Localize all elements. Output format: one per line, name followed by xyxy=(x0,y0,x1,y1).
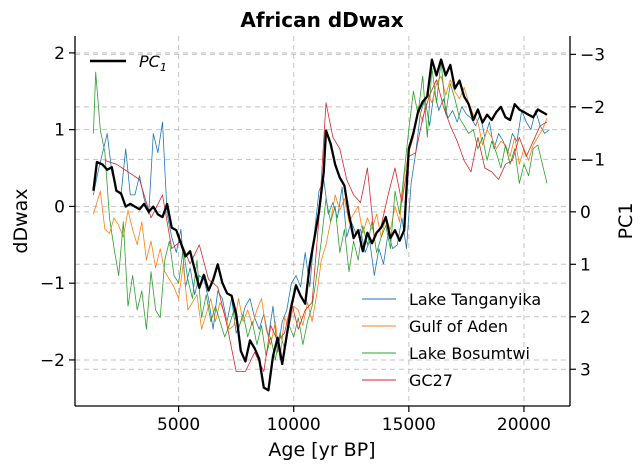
chart-title: African dDwax xyxy=(240,8,403,32)
y2-tick-label: 1 xyxy=(580,255,591,275)
y2-tick-label: −2 xyxy=(580,98,605,118)
legend-label-lake-bosumtwi: Lake Bosumtwi xyxy=(409,344,530,363)
x-axis-ticks: 5000 10000 15000 20000 xyxy=(157,406,551,435)
legend-label-lake-tanganyika: Lake Tanganyika xyxy=(409,290,541,309)
x-tick-label: 15000 xyxy=(382,415,436,435)
pc-legend: PC1 xyxy=(90,52,167,74)
axes-frame xyxy=(74,36,571,407)
y-axis-ticks: −2 −1 0 1 2 xyxy=(40,44,75,371)
pc-legend-subscript: 1 xyxy=(160,61,167,74)
pc-legend-text: PC xyxy=(139,52,161,71)
series-line-gc27 xyxy=(104,79,548,372)
series-line-gulf-of-aden xyxy=(93,75,548,361)
x-tick-label: 20000 xyxy=(497,415,551,435)
y2-tick-label: −3 xyxy=(580,45,605,65)
series-line-lake-bosumtwi xyxy=(93,60,548,361)
y-tick-label: 2 xyxy=(54,44,65,64)
y-tick-label: −1 xyxy=(40,274,65,294)
x-tick-label: 5000 xyxy=(157,415,200,435)
pc-legend-label: PC1 xyxy=(139,52,167,74)
y2-tick-label: 2 xyxy=(580,308,591,328)
legend-label-gc27: GC27 xyxy=(409,371,453,390)
y2-tick-label: 3 xyxy=(580,360,591,380)
series-line-lake-tanganyika xyxy=(93,90,550,353)
x-axis-label: Age [yr BP] xyxy=(268,439,375,461)
series-line-pc1 xyxy=(92,58,548,392)
legend-label-gulf-of-aden: Gulf of Aden xyxy=(409,317,508,336)
y-tick-label: −2 xyxy=(40,351,65,371)
x-tick-label: 10000 xyxy=(267,415,321,435)
series-lines xyxy=(92,58,550,392)
grid-lines xyxy=(75,36,570,406)
y2-tick-label: 0 xyxy=(580,203,591,223)
y-axis-label: dDwax xyxy=(10,188,32,253)
series-legend: Lake Tanganyika Gulf of Aden Lake Bosumtwi… xyxy=(362,290,541,390)
y2-axis-ticks: −3 −2 −1 0 1 2 3 xyxy=(570,45,605,380)
y2-axis-label: PC1 xyxy=(615,203,637,240)
y2-tick-label: −1 xyxy=(580,150,605,170)
y-tick-label: 1 xyxy=(54,121,65,141)
y-tick-label: 0 xyxy=(54,197,65,217)
